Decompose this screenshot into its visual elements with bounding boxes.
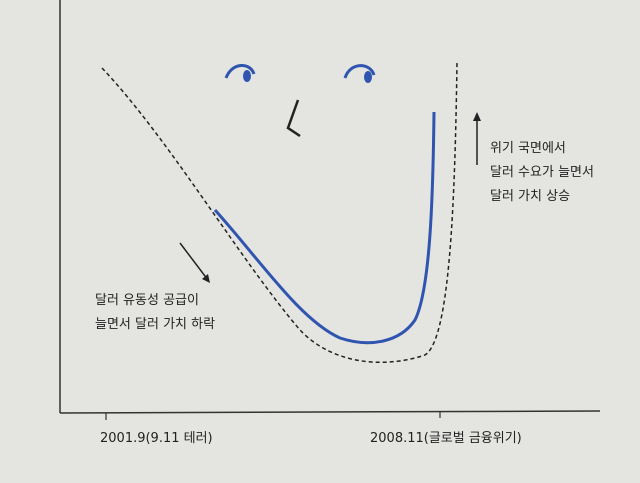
left-eyebrow: [224, 64, 256, 79]
smile-curve: [213, 111, 436, 345]
right-eye: [364, 71, 372, 83]
down-arrow-head: [202, 274, 210, 283]
up-arrow-head: [473, 112, 481, 121]
x-axis: [59, 410, 601, 414]
annotation-line: 위기 국면에서: [490, 141, 566, 156]
x-axis-label: 2008.11(글로벌 금융위기): [370, 431, 522, 446]
dashed-curve: [101, 61, 458, 364]
nose: [286, 99, 301, 138]
right-eyebrow: [343, 64, 376, 79]
annotation-line: 달러 수요가 늘면서: [490, 165, 594, 180]
down-arrow: [179, 242, 209, 281]
annotation-line: 달러 유동성 공급이: [95, 293, 199, 308]
left-eye: [243, 70, 251, 82]
x-axis-label: 2001.9(9.11 테러): [100, 431, 213, 446]
annotation-line: 늘면서 달러 가치 하락: [95, 317, 215, 332]
annotation-line: 달러 가치 상승: [490, 189, 570, 204]
